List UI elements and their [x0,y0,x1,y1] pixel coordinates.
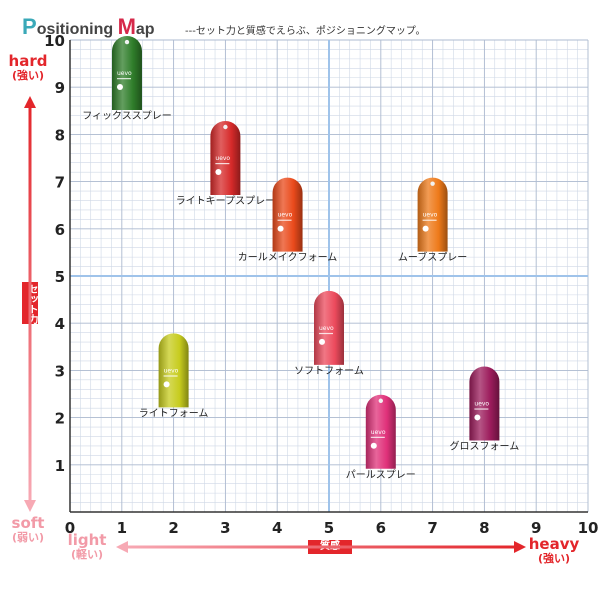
product-name-label: フィックススプレー [82,110,172,122]
x-right-label: heavy [528,535,580,553]
product-marker: uevo [469,366,500,441]
product-marker: uevo [158,333,189,408]
spray-nozzle [124,39,130,45]
spray-nozzle [378,398,383,403]
product-marker: uevo [314,290,344,365]
y-tick-label: 5 [55,268,65,286]
y-top-label-block: hard (強い) [8,52,48,82]
product-bottle [365,394,396,469]
y-top-sublabel: (強い) [11,68,45,82]
product-bottle [111,36,142,111]
x-tick-label: 6 [376,519,386,537]
y-bottom-sublabel: (弱い) [11,530,45,544]
product-bottle [314,290,344,365]
product-logo-text: uevo [215,155,230,162]
y-tick-label: 6 [55,221,65,239]
title-cap-m: M [117,14,136,39]
product-label-line [116,78,131,80]
x-tick-label: 5 [324,519,334,537]
product-flower-icon [370,442,377,449]
y-tick-label: 7 [55,174,65,192]
product-logo-text: uevo [371,429,386,436]
product-bottle [417,177,448,252]
x-tick-label: 9 [531,519,541,537]
product-logo-text: uevo [117,70,132,77]
product-flower-icon [116,84,123,91]
x-arrow-head-left [116,541,128,553]
product-bottle [469,366,500,441]
title-cap-p: P [22,14,37,39]
product-name-label: グロスフォーム [450,439,520,452]
product-name-label: ムーブスプレー [398,251,467,264]
x-tick-label: 4 [272,519,282,537]
product-logo-text: uevo [164,367,179,374]
product-bottle [158,333,189,408]
product-label-line [319,332,333,335]
x-tick-label: 1 [117,519,127,537]
y-bottom-label: soft [11,514,45,532]
x-left-label: light [67,531,107,549]
x-tick-label: 0 [65,519,75,537]
title-part-1: ositioning [36,21,118,38]
x-tick-label: 10 [578,519,599,537]
y-arrow-head-top [24,96,36,108]
y-tick-label: 8 [55,126,65,144]
product-logo-text: uevo [278,212,293,219]
product-name-label: ソフトフォーム [294,365,364,377]
page-subtitle: ---セット力と質感でえらぶ、ポジショニングマップ。 [185,26,426,37]
x-tick-label: 8 [479,519,489,537]
product-bottle [272,177,303,252]
product-marker: uevo [365,394,396,469]
spray-nozzle [430,181,435,186]
product-marker: uevo [272,177,303,252]
spray-nozzle [223,124,228,130]
y-tick-label: 10 [44,32,65,50]
page-title: Positioning Map [22,14,155,40]
product-label-line [422,219,437,221]
x-tick-label: 3 [220,519,230,537]
x-arrow-shaft [124,545,518,549]
product-flower-icon [277,225,284,232]
product-logo-text: uevo [474,400,489,407]
product-logo-text: uevo [423,212,438,219]
x-right-label-block: heavy (強い) [524,535,584,565]
y-top-label: hard [8,52,48,70]
x-arrow-head-right [514,541,526,553]
x-tick-label: 2 [168,519,178,537]
y-arrow-shaft [28,102,32,502]
x-left-sublabel: (軽い) [70,547,104,561]
product-label-line [277,219,292,221]
product-logo-text: uevo [319,325,334,332]
product-label-line [163,375,178,377]
x-tick-label: 7 [427,519,437,537]
y-tick-label: 4 [55,315,65,333]
y-arrow-head-bottom [24,500,36,512]
grid-lines [69,39,589,513]
x-right-sublabel: (強い) [537,551,571,565]
product-flower-icon [474,414,481,421]
product-flower-icon [163,381,170,388]
product-name-label: パールスプレー [346,469,416,481]
product-marker: uevo [111,36,142,111]
product-flower-icon [422,225,429,232]
product-label-line [474,408,489,410]
product-marker: uevo [210,121,241,195]
product-name-label: ライトキープスプレー [176,195,275,207]
y-tick-label: 2 [55,410,65,428]
product-marker: uevo [417,177,448,252]
y-tick-label: 3 [55,362,65,380]
y-bottom-label-block: soft (弱い) [6,514,50,544]
product-label-line [215,163,230,165]
title-part-2: ap [135,21,155,38]
y-tick-label: 9 [55,79,65,97]
product-label-line [370,436,385,438]
product-name-label: ライトフォーム [139,407,209,419]
product-name-label: カールメイクフォーム [238,252,338,264]
product-bottle [210,121,241,195]
product-flower-icon [215,169,222,175]
y-tick-label: 1 [55,457,65,475]
x-left-label-block: light (軽い) [62,531,112,561]
product-flower-icon [319,338,325,345]
